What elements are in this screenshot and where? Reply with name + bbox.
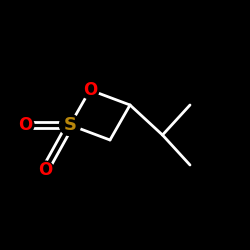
- Text: O: O: [38, 161, 52, 179]
- Text: O: O: [83, 81, 97, 99]
- Text: S: S: [64, 116, 76, 134]
- Circle shape: [36, 161, 54, 179]
- Circle shape: [16, 116, 34, 134]
- Circle shape: [81, 81, 99, 99]
- Text: O: O: [18, 116, 32, 134]
- Circle shape: [60, 114, 80, 136]
